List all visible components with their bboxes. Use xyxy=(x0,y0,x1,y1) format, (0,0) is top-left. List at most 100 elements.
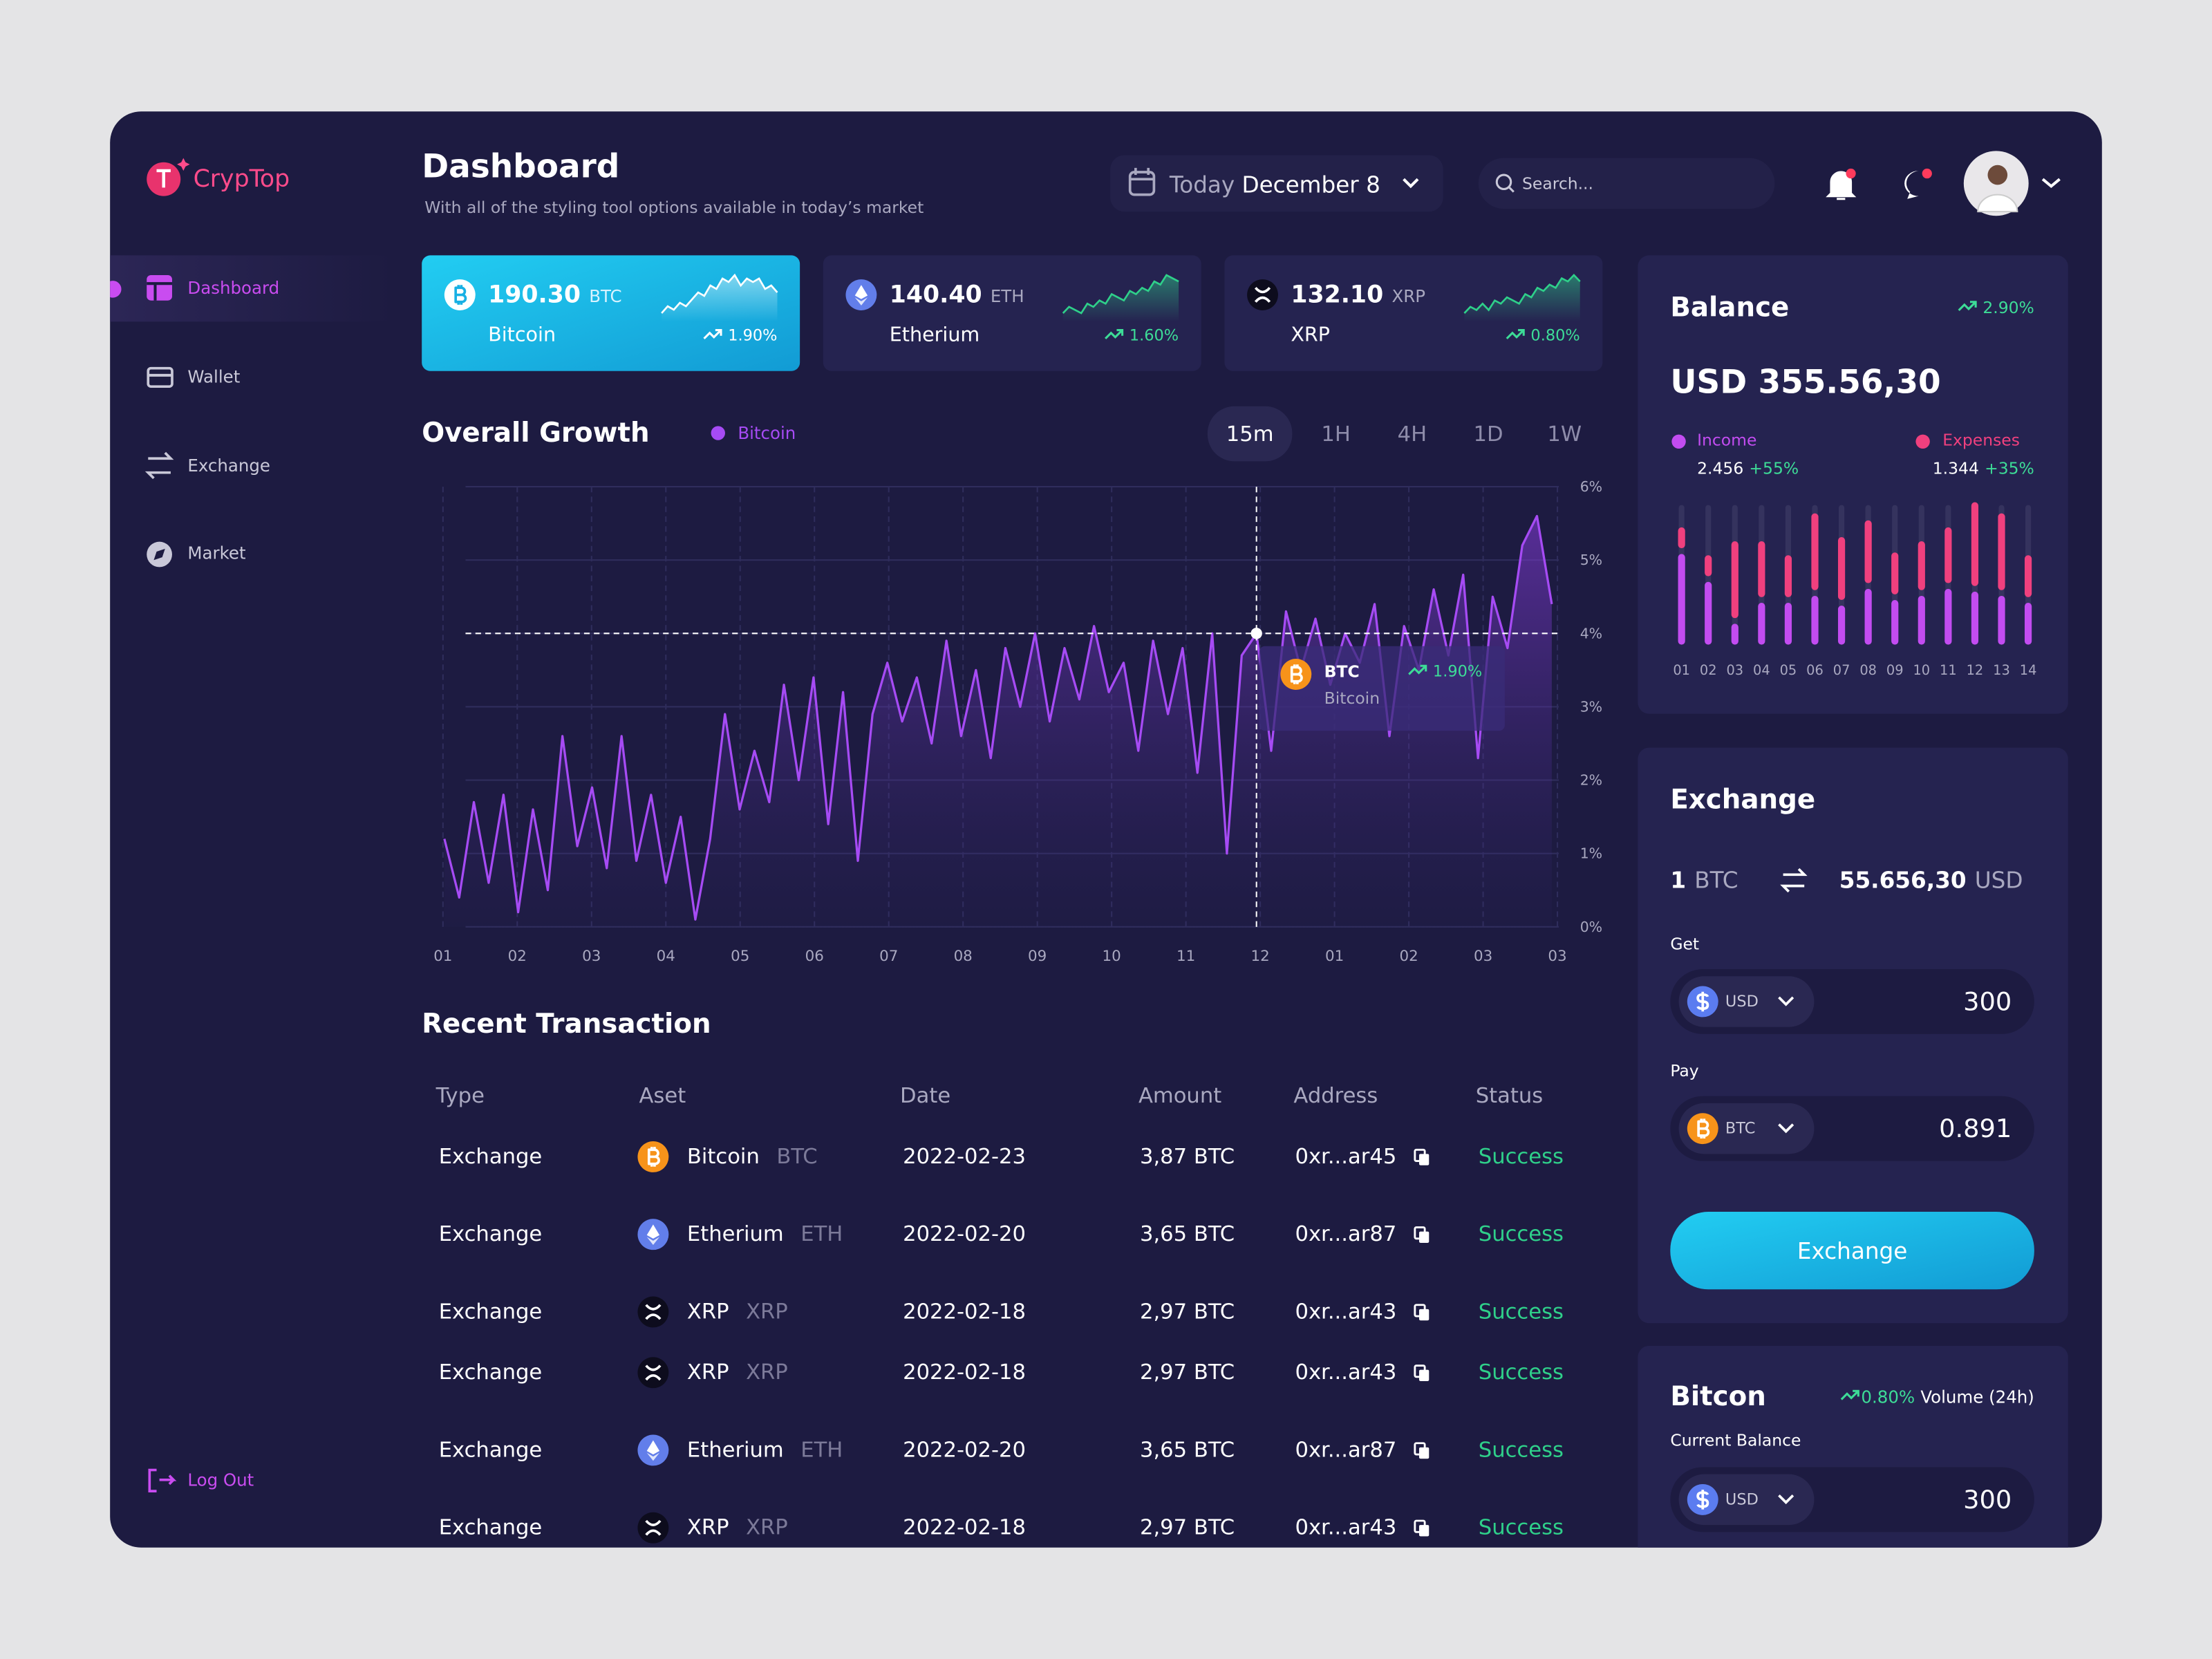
ticker-name: Bitcoin xyxy=(488,323,556,346)
bar-income xyxy=(1998,595,2005,645)
logo-glyph xyxy=(156,169,171,188)
cell-date: 2022-02-20 xyxy=(903,1222,1026,1246)
coin-glyph xyxy=(646,1224,660,1239)
search-box[interactable] xyxy=(1478,158,1775,209)
nav-exchange[interactable]: Exchange xyxy=(144,451,270,480)
cell-status: Success xyxy=(1479,1222,1564,1246)
coin-glyph xyxy=(1290,664,1303,684)
ticker-card[interactable] xyxy=(823,255,1201,371)
amount-value[interactable]: 300 xyxy=(1963,1485,2012,1515)
cell-date: 2022-02-23 xyxy=(903,1145,1026,1169)
x-tick-label: 01 xyxy=(1325,948,1344,965)
coin-glyph xyxy=(647,1147,660,1167)
balance-amount: USD 355.56,30 xyxy=(1670,364,1940,402)
bar-expenses xyxy=(1731,541,1738,619)
bar-income xyxy=(2024,603,2032,645)
x-tick-label: 06 xyxy=(805,948,824,965)
to-symbol: USD xyxy=(1975,867,2023,893)
bar-income xyxy=(1705,581,1712,645)
date-picker[interactable] xyxy=(1110,155,1443,212)
growth-title: Overall Growth xyxy=(422,418,649,449)
column-header: Type xyxy=(435,1084,485,1108)
cell-symbol: ETH xyxy=(800,1438,843,1462)
currency-code: BTC xyxy=(1725,1120,1755,1138)
search-placeholder[interactable]: Search... xyxy=(1522,174,1593,193)
x-tick-label: 02 xyxy=(1399,948,1418,965)
timeframe-tab[interactable]: 4H xyxy=(1398,422,1427,447)
nav-label[interactable]: Wallet xyxy=(187,366,240,386)
cell-asset: Bitcoin xyxy=(687,1145,760,1169)
coin-icon xyxy=(637,1434,669,1466)
coin-icon xyxy=(637,1357,669,1389)
trend-icon xyxy=(703,329,722,339)
cell-asset: Etherium xyxy=(687,1222,784,1246)
balance-label: Current Balance xyxy=(1670,1431,1801,1450)
y-tick-label: 3% xyxy=(1580,698,1602,715)
growth-area xyxy=(444,516,1552,927)
amount-value[interactable]: 0.891 xyxy=(1939,1114,2012,1143)
currency-select[interactable] xyxy=(1678,1103,1815,1154)
transactions-title: Recent Transaction xyxy=(422,1009,711,1040)
timeframe-tab[interactable]: 1W xyxy=(1547,422,1582,447)
currency-select[interactable] xyxy=(1678,976,1815,1027)
logout-label[interactable]: Log Out xyxy=(187,1470,254,1490)
nav-label[interactable]: Market xyxy=(187,543,246,563)
timeframe-tab[interactable]: 15m xyxy=(1226,422,1274,447)
bell-icon[interactable] xyxy=(1826,171,1857,200)
bar-expenses xyxy=(1998,513,2005,590)
legend-change: +35% xyxy=(1985,459,2034,478)
bar-label: 10 xyxy=(1913,662,1930,678)
logout[interactable]: Log Out xyxy=(148,1468,254,1492)
nav-wallet[interactable]: Wallet xyxy=(147,366,241,388)
cell-address: 0xr...ar87 xyxy=(1295,1438,1396,1462)
nav-indicator xyxy=(110,281,122,298)
legend-label: Income xyxy=(1697,431,1756,450)
nav-dashboard[interactable]: Dashboard xyxy=(147,274,279,301)
chat-icon[interactable] xyxy=(1904,170,1919,199)
nav-label[interactable]: Exchange xyxy=(187,456,270,476)
coin-glyph xyxy=(646,1440,660,1455)
sparkline-area xyxy=(1062,274,1179,322)
legend-change: +55% xyxy=(1749,459,1799,478)
currency-select[interactable] xyxy=(1678,1474,1815,1526)
badge xyxy=(1922,168,1932,179)
avatar-chevron[interactable] xyxy=(2041,178,2061,189)
cell-address: 0xr...ar43 xyxy=(1295,1516,1396,1540)
column-header: Amount xyxy=(1138,1084,1221,1108)
bar-label: 12 xyxy=(1967,662,1984,678)
bar-income xyxy=(1784,603,1792,645)
avatar-head xyxy=(1987,165,2008,185)
copy-icon-front xyxy=(1418,1231,1430,1243)
cell-symbol: ETH xyxy=(800,1222,843,1246)
ticker-name: Etherium xyxy=(890,323,980,346)
content: CrypTop Dashboard Wallet Exchange Market… xyxy=(110,147,2068,1548)
swap-icon[interactable] xyxy=(1780,868,1808,893)
ticker-card[interactable] xyxy=(422,255,800,371)
cell-symbol: XRP xyxy=(746,1360,788,1385)
y-tick-label: 1% xyxy=(1580,845,1602,862)
copy-icon-front xyxy=(1418,1309,1430,1321)
exchange-button-label[interactable]: Exchange xyxy=(1797,1238,1908,1264)
avatar-body xyxy=(1977,194,2018,213)
timeframe-tab[interactable]: 1D xyxy=(1474,422,1503,447)
legend-marker xyxy=(1671,434,1686,449)
nav-icon xyxy=(144,451,174,480)
coin-icon xyxy=(1687,1483,1718,1515)
nav-market[interactable]: Market xyxy=(147,541,246,568)
balance-card xyxy=(1638,255,2068,714)
timeframe-tab[interactable]: 1H xyxy=(1321,422,1351,447)
tooltip-name: Bitcoin xyxy=(1324,688,1380,708)
amount-value[interactable]: 300 xyxy=(1963,986,2012,1016)
exchange-button[interactable] xyxy=(1670,1212,2034,1290)
ticker-change: 0.80% xyxy=(1530,327,1580,345)
ticker-change: 1.90% xyxy=(728,327,777,345)
y-tick-label: 6% xyxy=(1580,478,1602,495)
bar-label: 14 xyxy=(2020,662,2037,678)
nav-label[interactable]: Dashboard xyxy=(187,278,279,298)
date-chevron xyxy=(1403,178,1419,189)
cell-asset: Etherium xyxy=(687,1438,784,1462)
timeframe-active xyxy=(1207,406,1293,462)
search-icon-handle xyxy=(1508,187,1515,193)
bar-expenses xyxy=(1971,502,1979,586)
ticker-card[interactable] xyxy=(1224,255,1603,371)
